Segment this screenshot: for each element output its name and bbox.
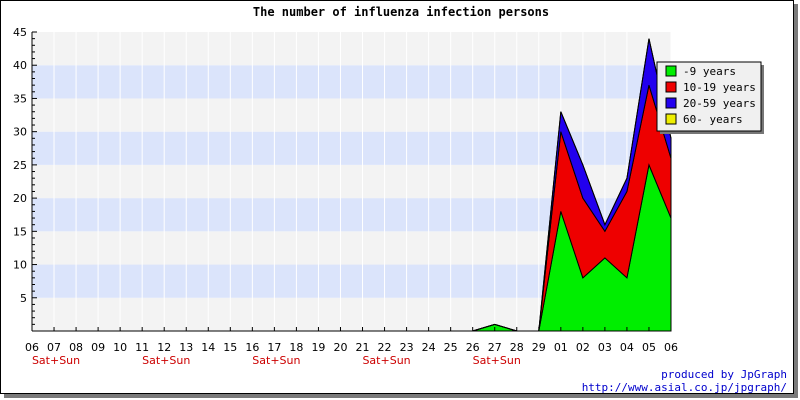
y-tick-label: 35 [13, 92, 27, 105]
x-tick-label: 20 [333, 341, 347, 354]
y-tick-label: 5 [20, 292, 27, 305]
chart-canvas: 5 10 15 20 25 30 35 40 45 06 07 08 09 10 11 12 13 14 15 16… [13, 5, 787, 393]
weekend-label: Sat+Sun [252, 354, 300, 367]
legend: -9 years 10-19 years 20-59 years 60- years [656, 61, 764, 134]
x-tick-label: 07 [47, 341, 61, 354]
legend-label: 20-59 years [683, 97, 756, 110]
legend-swatch [665, 81, 677, 93]
grid-band [32, 65, 671, 99]
x-tick-label: 03 [598, 341, 612, 354]
x-tick-label: 12 [157, 341, 171, 354]
weekend-label: Sat+Sun [473, 354, 521, 367]
weekend-label: Sat+Sun [362, 354, 410, 367]
grid-band [32, 32, 671, 66]
x-tick-label: 21 [356, 341, 370, 354]
legend-label: 10-19 years [683, 81, 756, 94]
x-tick-label: 11 [135, 341, 149, 354]
x-tick-label: 28 [510, 341, 524, 354]
y-tick-label: 15 [13, 225, 27, 238]
x-tick-label: 25 [444, 341, 458, 354]
weekend-label: Sat+Sun [32, 354, 80, 367]
legend-swatch [665, 113, 677, 125]
x-tick-label: 14 [201, 341, 215, 354]
legend-swatch [665, 65, 677, 77]
weekend-label: Sat+Sun [142, 354, 190, 367]
legend-label: -9 years [683, 65, 736, 78]
credit-producer[interactable]: produced by JpGraph [661, 368, 787, 381]
x-tick-label: 27 [488, 341, 502, 354]
chart-frame: 5 10 15 20 25 30 35 40 45 06 07 08 09 10 11 12 13 14 15 16… [0, 0, 794, 394]
x-tick-label: 15 [223, 341, 237, 354]
x-tick-label: 13 [179, 341, 193, 354]
credit-url[interactable]: http://www.asial.co.jp/jpgraph/ [582, 381, 787, 393]
x-tick-label: 05 [642, 341, 656, 354]
x-tick-label: 17 [267, 341, 281, 354]
x-tick-label: 06 [25, 341, 39, 354]
legend-swatch [665, 97, 677, 109]
x-tick-label: 16 [245, 341, 259, 354]
x-tick-label: 04 [620, 341, 634, 354]
x-tick-label: 06 [664, 341, 678, 354]
x-tick-label: 29 [532, 341, 546, 354]
x-tick-label: 09 [91, 341, 105, 354]
x-tick-label: 24 [422, 341, 436, 354]
x-tick-label: 01 [554, 341, 568, 354]
y-tick-label: 40 [13, 59, 27, 72]
x-tick-label: 08 [69, 341, 83, 354]
x-tick-label: 22 [378, 341, 392, 354]
x-tick-label: 18 [289, 341, 303, 354]
x-tick-label: 02 [576, 341, 590, 354]
x-tick-label: 10 [113, 341, 127, 354]
x-tick-label: 19 [311, 341, 325, 354]
legend-label: 60- years [683, 113, 743, 126]
y-tick-label: 20 [13, 192, 27, 205]
x-tick-label: 23 [400, 341, 414, 354]
y-tick-label: 25 [13, 159, 27, 172]
y-tick-label: 30 [13, 126, 27, 139]
y-tick-label: 10 [13, 259, 27, 272]
y-tick-label: 45 [13, 26, 27, 39]
grid-band [32, 98, 671, 132]
x-tick-label: 26 [466, 341, 480, 354]
chart-title: The number of influenza infection person… [253, 5, 549, 19]
